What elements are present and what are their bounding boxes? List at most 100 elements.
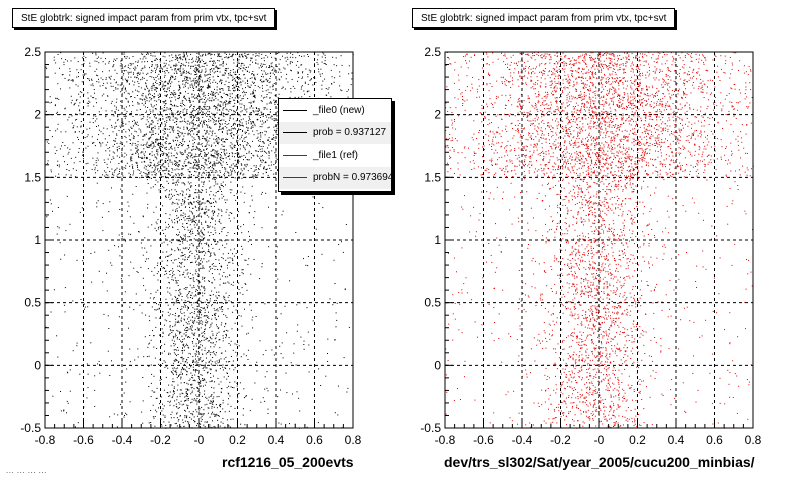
data-point [215,181,217,183]
data-point [181,238,182,240]
data-point [125,106,127,108]
data-point [196,210,198,212]
data-point [123,167,125,169]
data-point [171,110,172,112]
data-point [223,113,225,115]
data-point [124,88,126,90]
data-point [303,340,305,342]
data-point [100,57,102,59]
data-point [64,107,66,109]
data-point [204,312,206,313]
data-point [182,350,183,352]
data-point [162,336,164,338]
data-point [195,86,197,87]
data-point [216,297,218,299]
data-point [155,309,157,311]
data-point [151,97,153,99]
data-point [289,63,291,65]
data-point [177,133,179,134]
data-point [179,331,181,333]
data-point [217,208,219,210]
data-point [191,94,193,96]
data-point [179,193,181,195]
data-point [190,294,192,296]
data-point [206,172,208,174]
data-point [102,174,104,176]
data-point [251,126,253,128]
data-point [195,71,197,73]
data-point [260,134,262,136]
data-point [132,120,133,122]
data-point [195,400,197,402]
data-point [259,144,260,146]
data-point [204,331,205,332]
data-point [215,232,217,234]
data-point [201,138,203,139]
data-point [95,115,97,117]
data-point [270,111,271,113]
data-point [272,72,274,74]
data-point [224,296,226,298]
data-point [191,150,193,151]
data-point [172,201,174,203]
data-point [254,125,256,127]
data-point [173,155,175,157]
data-point [178,126,180,128]
data-point [186,393,188,395]
data-point [231,212,233,214]
data-point [105,110,107,112]
data-point [229,109,231,110]
data-point [122,67,124,69]
data-point [191,93,193,95]
data-point [263,107,265,109]
data-point [195,81,197,83]
data-point [189,297,191,298]
data-point [118,145,120,147]
data-point [243,154,245,156]
data-point [301,64,303,66]
data-point [89,79,90,81]
data-point [225,121,227,123]
data-point [234,153,236,154]
data-point [220,406,221,408]
data-point [209,130,211,132]
data-point [120,91,122,93]
data-point [79,96,81,98]
data-point [161,410,163,412]
data-point [244,164,245,166]
data-point [201,89,203,90]
data-point [229,89,231,91]
data-point [244,192,246,194]
data-point [155,166,157,168]
data-point [135,122,137,124]
data-point [167,117,169,119]
data-point [199,241,201,242]
data-point [211,322,213,324]
data-point [221,140,223,141]
data-point [163,421,165,423]
data-point [264,388,266,390]
data-point [223,195,225,197]
data-point [124,66,126,68]
data-point [183,349,185,351]
data-point [258,108,260,110]
data-point [167,400,169,402]
data-point [230,146,232,148]
data-point [260,63,262,65]
data-point [190,182,192,184]
data-point [203,121,205,123]
data-point [200,267,202,269]
data-point [166,119,168,121]
data-point [96,206,98,208]
data-point [154,87,156,89]
data-point [184,254,186,256]
data-point [219,55,220,57]
data-point [242,125,244,127]
data-point [167,291,169,293]
data-point [175,76,177,78]
data-point [266,387,268,389]
data-point [216,396,218,398]
data-point [195,371,196,373]
data-point [175,300,177,302]
data-point [173,64,175,66]
